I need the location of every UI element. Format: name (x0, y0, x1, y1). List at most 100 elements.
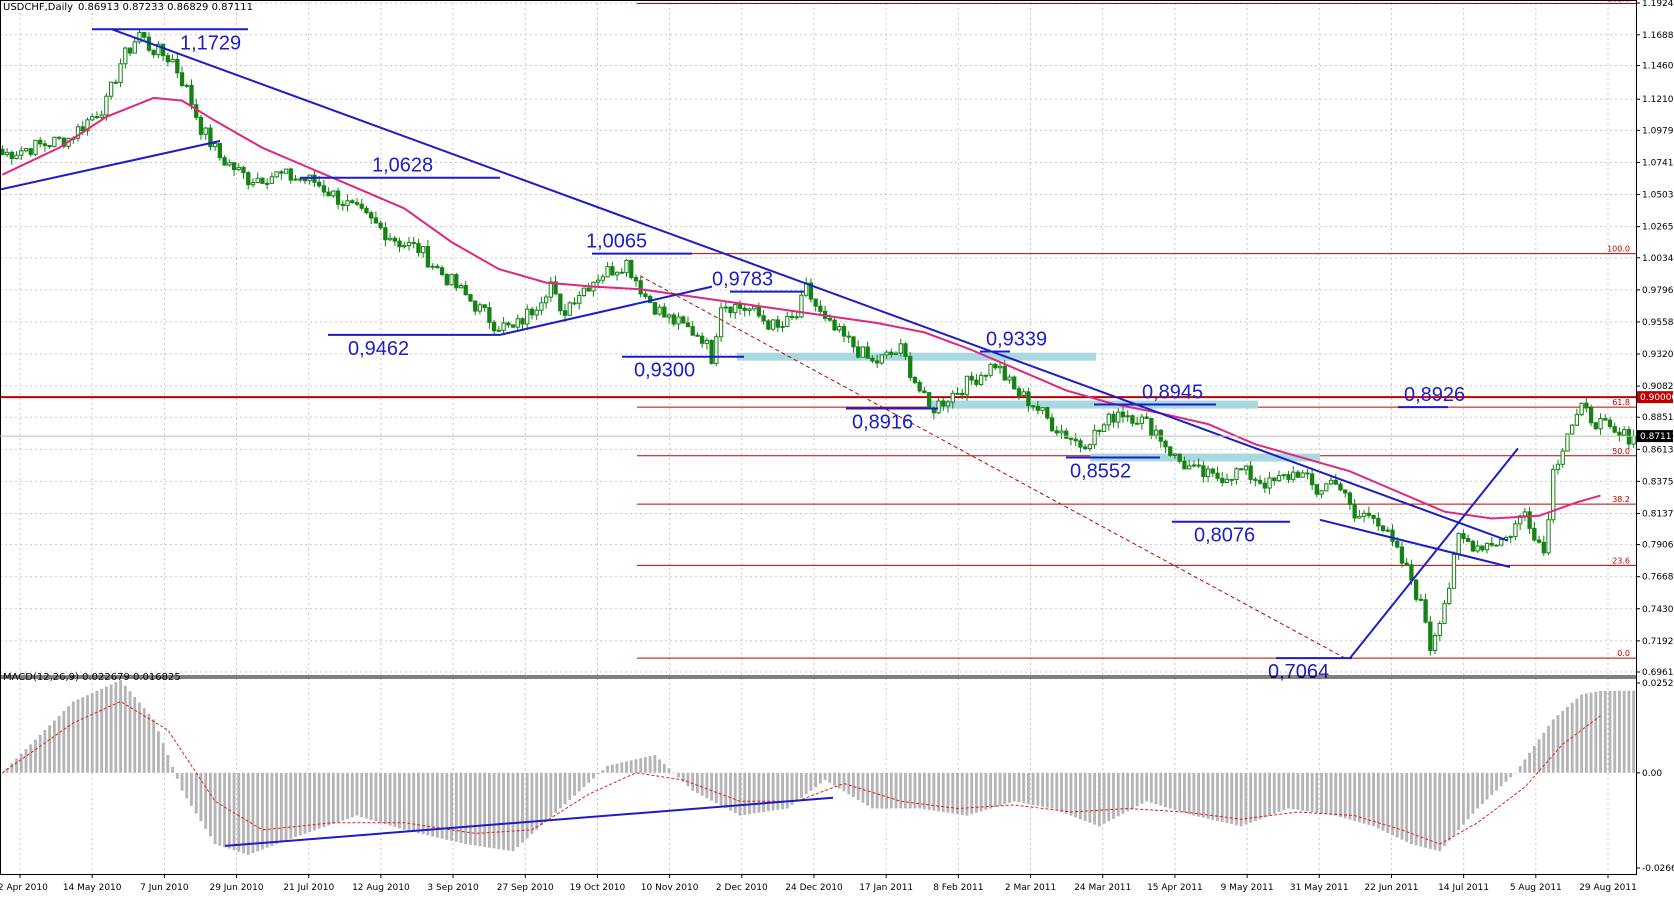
macd-bar (1320, 772, 1323, 814)
candle-body (80, 126, 85, 132)
candle-body (997, 365, 1003, 369)
candle-body (1210, 468, 1215, 474)
candle (1622, 426, 1627, 436)
macd-bar (1419, 772, 1423, 847)
candle (1224, 473, 1230, 483)
candle (1007, 374, 1012, 384)
candle (156, 41, 161, 59)
candle (539, 296, 544, 316)
x-tick-label: 10 Nov 2010 (641, 883, 699, 893)
macd-bar (487, 772, 491, 848)
candle-body (90, 116, 95, 121)
candle (354, 198, 360, 207)
candle (1158, 428, 1163, 448)
price-annotation: 0,7064 (1268, 661, 1329, 683)
last-price-box (1637, 430, 1673, 443)
x-tick-label: 29 Aug 2011 (1579, 883, 1637, 893)
candle-body (113, 81, 118, 84)
candle (1324, 483, 1329, 492)
fib-label: 50.0 (1612, 447, 1630, 456)
macd-bar (119, 680, 122, 773)
candle (1314, 484, 1319, 498)
candle-body (198, 116, 204, 135)
candle-body (444, 274, 449, 286)
macd-bar (1088, 772, 1092, 823)
x-tick-label: 12 Aug 2010 (352, 883, 410, 893)
macd-bar (365, 772, 368, 819)
candle-body (317, 181, 322, 187)
macd-bar (43, 730, 47, 773)
macd-bar (1622, 690, 1626, 773)
macd-bar (204, 772, 208, 829)
candle (1470, 539, 1476, 553)
candle (302, 178, 308, 185)
candle (1111, 411, 1116, 428)
dashed-channel-line (639, 275, 1346, 659)
macd-bar (350, 772, 354, 818)
candle-body (42, 143, 48, 147)
candle-body (657, 306, 662, 315)
candle-body (1012, 376, 1017, 390)
support-zone (737, 352, 1096, 361)
candle-body (912, 376, 918, 383)
macd-bar (19, 753, 23, 773)
macd-bar (804, 772, 808, 795)
macd-bar (554, 772, 557, 813)
candle-body (260, 177, 265, 184)
macd-bar (696, 772, 699, 794)
candle-body (681, 316, 686, 324)
candle-body (222, 157, 227, 166)
candle (1021, 388, 1026, 397)
macd-bar (1131, 772, 1134, 809)
candle (123, 46, 128, 69)
macd-bar (833, 772, 836, 786)
candle (960, 388, 965, 400)
candle (1612, 422, 1617, 434)
macd-bar (1490, 772, 1494, 796)
candle (1423, 593, 1428, 624)
candle-body (742, 307, 747, 311)
candle-body (302, 178, 308, 182)
macd-bar (1391, 772, 1394, 836)
macd-bar (1433, 772, 1437, 851)
macd-label: MACD(12,26,9) 0.022679 0.016825 (3, 672, 181, 683)
candle (1267, 471, 1272, 495)
macd-bar (771, 772, 775, 811)
macd-bar (1495, 772, 1498, 791)
candle (1352, 498, 1357, 522)
macd-bar (393, 772, 397, 828)
candle-body (718, 307, 724, 338)
macd-bar (308, 772, 312, 833)
candle-body (378, 222, 383, 229)
macd-bar (407, 772, 411, 831)
macd-bar (847, 772, 851, 795)
candle-body (752, 305, 757, 310)
candle-body (458, 285, 464, 289)
macd-bar (1064, 772, 1068, 814)
candle (1489, 536, 1494, 548)
candle-body (733, 304, 738, 314)
candle (577, 291, 582, 310)
candle (572, 297, 577, 306)
macd-bar (246, 772, 250, 855)
macd-bar (1244, 772, 1248, 825)
macd-bar (766, 772, 770, 812)
candle-body (1007, 376, 1012, 381)
candle (1064, 428, 1069, 439)
candle (1045, 406, 1050, 420)
candle-body (1357, 515, 1362, 519)
macd-bar (1041, 772, 1045, 807)
candle (1078, 438, 1083, 453)
candle (506, 321, 511, 329)
macd-bar (232, 772, 236, 851)
macd-bar (757, 772, 761, 813)
candle (444, 272, 449, 286)
macd-bar (1121, 772, 1125, 814)
candle (1073, 433, 1078, 447)
macd-bar (402, 772, 406, 830)
macd-bar (1083, 772, 1087, 821)
macd-bar (166, 755, 170, 773)
